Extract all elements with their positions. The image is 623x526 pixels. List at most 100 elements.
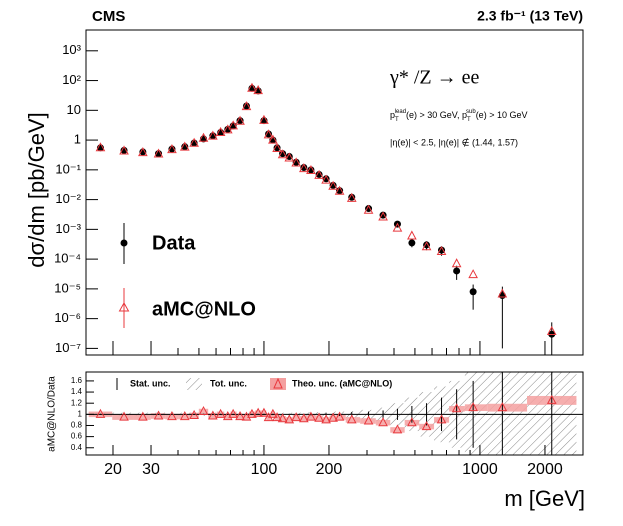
- theory-unc: [487, 403, 528, 412]
- prediction-point: [306, 164, 316, 175]
- data-point: [438, 246, 446, 254]
- data-point: [292, 158, 300, 166]
- theory-unc: [224, 413, 231, 420]
- total-unc: [464, 372, 488, 455]
- data-point: [453, 267, 461, 275]
- cut-part: T: [467, 117, 471, 123]
- y-tick-label: 1.2: [71, 398, 83, 407]
- theory-unc: [360, 418, 376, 424]
- prediction-point: [138, 147, 148, 157]
- prediction-point: [346, 192, 357, 202]
- theory-unc: [375, 419, 391, 426]
- legend-marker: [118, 301, 130, 312]
- x-axis-label: m [GeV]: [504, 486, 585, 511]
- cut-part: lead: [395, 109, 406, 115]
- theory-unc: [464, 404, 488, 411]
- ratio-point: [198, 405, 209, 416]
- theory-unc: [189, 412, 199, 419]
- theory-unc: [390, 427, 405, 433]
- prediction-point: [167, 144, 177, 154]
- axes: 10⁻⁷ 10⁻⁶ 10⁻⁵ 10⁻⁴ 10⁻³ 10⁻² 10⁻¹ 1 10 10² 10³ 0.4…: [54, 42, 584, 478]
- prediction-point: [546, 325, 557, 335]
- ratio-point: [179, 411, 190, 421]
- ratio-point: [277, 413, 288, 423]
- x-tick-label: 30: [142, 461, 160, 478]
- ratio-point: [299, 413, 309, 423]
- ratio-point: [167, 411, 177, 421]
- theory-unc: [322, 417, 330, 423]
- y-tick-label: 10: [67, 102, 81, 117]
- legend-marker: [273, 377, 283, 389]
- data-point: [315, 170, 323, 178]
- prediction-point: [363, 204, 374, 214]
- theory-unc: [261, 410, 267, 417]
- ratio-point: [346, 414, 357, 424]
- prediction-point: [268, 134, 278, 144]
- legend-label: Stat. unc.: [130, 378, 171, 388]
- prediction-point: [321, 174, 331, 184]
- y-tick-label: 10⁻³: [55, 221, 81, 236]
- legend-label: aMC@NLO: [152, 298, 256, 320]
- experiment: CMS: [92, 8, 125, 25]
- legend-label: Tot. unc.: [210, 378, 247, 388]
- theory-unc: [345, 417, 361, 423]
- data-point: [307, 166, 315, 174]
- y-tick-label: 10⁻⁶: [54, 310, 81, 325]
- prediction-point: [215, 126, 226, 136]
- theory-unc: [292, 414, 301, 421]
- prediction-point: [299, 163, 309, 173]
- theory-unc: [300, 416, 308, 422]
- top-plot: [95, 82, 557, 355]
- theory-unc: [243, 414, 250, 420]
- prediction-point: [179, 141, 190, 151]
- ratio-point: [153, 410, 164, 420]
- prediction-point: [228, 120, 238, 130]
- prediction-point: [291, 157, 302, 167]
- theory-unc: [329, 415, 337, 422]
- y-tick-label: 0.6: [71, 432, 83, 441]
- prediction-point: [95, 142, 106, 152]
- legend-label: Theo. unc. (aMC@NLO): [292, 378, 392, 388]
- y-tick-label: 10²: [62, 72, 81, 87]
- prediction-point: [235, 115, 245, 125]
- y-tick-label: 10⁻⁵: [54, 280, 81, 295]
- prediction-point: [272, 142, 282, 153]
- data-point: [365, 205, 373, 213]
- y-tick-label: 10⁻⁷: [55, 340, 81, 355]
- legend-total: [186, 378, 202, 390]
- ratio-point: [138, 411, 148, 421]
- data-point: [408, 239, 416, 247]
- data-point: [236, 117, 244, 125]
- data-point: [285, 153, 293, 161]
- ratio-point: [259, 407, 269, 417]
- prediction-point: [247, 82, 257, 92]
- theory-unc: [307, 414, 316, 420]
- ratio-point: [328, 412, 338, 422]
- data-point: [120, 146, 128, 154]
- y-tick-label: 1: [74, 132, 81, 147]
- ratio-point: [436, 414, 447, 424]
- ratio-point: [321, 414, 331, 424]
- ratio-point: [546, 394, 557, 404]
- theory-unc: [112, 414, 134, 420]
- legend-marker: [120, 239, 128, 247]
- prediction-point: [189, 137, 199, 147]
- theory-unc: [208, 413, 217, 419]
- x-tick-label: 2000: [527, 461, 563, 478]
- prediction-point: [241, 101, 252, 111]
- data-point: [423, 241, 431, 249]
- y-tick-label: 1.6: [71, 376, 83, 385]
- ratio-point: [284, 414, 295, 424]
- x-tick-label: 100: [251, 461, 278, 478]
- prediction-point: [436, 245, 447, 256]
- prediction-point: [259, 114, 269, 124]
- prediction-point: [378, 211, 388, 221]
- y-tick-label: 10³: [62, 42, 81, 57]
- data-point: [300, 163, 308, 171]
- y-axis-label: dσ/dm [pb/GeV]: [24, 112, 49, 267]
- prediction-point: [468, 269, 478, 279]
- theory-unc: [165, 413, 179, 420]
- ratio-point: [253, 407, 263, 417]
- prediction-point: [153, 148, 164, 158]
